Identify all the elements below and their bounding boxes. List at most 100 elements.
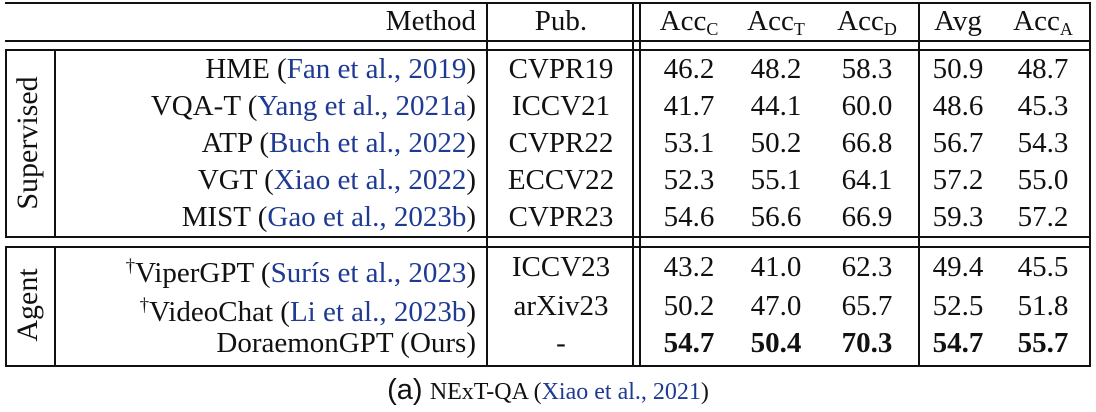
group-column-divider — [54, 49, 56, 237]
method-name: VideoChat — [149, 296, 274, 328]
header-avg: Avg — [934, 5, 982, 37]
cite-open: ( — [256, 164, 274, 196]
acc-a-cell: 57.2 — [1017, 201, 1069, 233]
avg-cell: 49.4 — [932, 251, 984, 283]
cite-close: ) — [466, 257, 476, 289]
acc-d-cell: 66.9 — [841, 201, 893, 233]
acc-a-cell: 54.3 — [1017, 127, 1069, 159]
method-cell: DoraemonGPT (Ours) — [216, 325, 476, 361]
method-name: VQA-T — [150, 90, 241, 122]
cite-close: ) — [466, 90, 476, 122]
cite-open: ( — [273, 296, 290, 328]
pub-cell: ICCV23 — [511, 251, 611, 283]
method-citation[interactable]: Fan et al., 2019 — [286, 53, 467, 85]
avg-cell: 52.5 — [932, 290, 984, 322]
agent-top-rule — [5, 246, 1091, 248]
caption-label: (a) — [387, 374, 423, 406]
cite-open: ( — [250, 201, 268, 233]
bottom-rule — [5, 365, 1091, 367]
acc-t-cell: 41.0 — [750, 251, 802, 283]
group-label-supervised: Supervised — [11, 76, 44, 210]
pub-double-divider — [632, 2, 634, 367]
acc-d-cell: 70.3 — [841, 327, 893, 359]
acc-c-cell: 54.6 — [663, 201, 715, 233]
cite-open: ( — [253, 257, 271, 289]
acc-d-cell: 60.0 — [841, 90, 893, 122]
left-border — [5, 49, 7, 237]
acc-a-cell: 45.5 — [1017, 251, 1069, 283]
pub-cell: - — [556, 327, 566, 359]
acc-c-cell: 43.2 — [663, 251, 715, 283]
avg-cell: 48.6 — [932, 90, 984, 122]
left-border — [5, 246, 7, 367]
caption-dataset: NExT-QA (Xiao et al., 2021) — [429, 379, 709, 405]
method-cell: †VideoChat (Li et al., 2023b) — [140, 288, 476, 330]
acc-d-cell: 65.7 — [841, 290, 893, 322]
method-citation[interactable]: Li et al., 2023b — [289, 296, 467, 328]
acc-t-cell: 50.2 — [750, 127, 802, 159]
pub-cell: CVPR23 — [508, 201, 614, 233]
method-name: MIST — [181, 201, 251, 233]
method-name: VGT — [197, 164, 257, 196]
acc-a-cell: 55.7 — [1017, 327, 1069, 359]
right-border — [1089, 2, 1091, 367]
acc-c-cell: 41.7 — [663, 90, 715, 122]
method-citation[interactable]: Xiao et al., 2022 — [273, 164, 467, 196]
table-caption: (a) NExT-QA (Xiao et al., 2021) — [0, 372, 1096, 410]
avg-cell: 50.9 — [932, 53, 984, 85]
method-cell: HME (Fan et al., 2019) — [205, 51, 476, 87]
acc-a-cell: 55.0 — [1017, 164, 1069, 196]
pub-cell: arXiv23 — [513, 290, 609, 322]
acc-avg-divider — [918, 2, 920, 367]
method-cell: VGT (Xiao et al., 2022) — [198, 162, 476, 198]
cite-open: ( — [240, 90, 258, 122]
cite-close: ) — [466, 164, 476, 196]
caption-citation[interactable]: Xiao et al., 2021 — [541, 379, 701, 405]
cite-close: ) — [466, 296, 476, 328]
cite-close: ) — [466, 53, 476, 85]
header-method: Method — [385, 5, 476, 37]
acc-t-cell: 56.6 — [750, 201, 802, 233]
method-name: ATP — [201, 127, 253, 159]
cite-open: ( — [252, 127, 269, 159]
method-name: HME — [205, 53, 270, 85]
method-citation[interactable]: Surís et al., 2023 — [270, 257, 467, 289]
acc-d-cell: 64.1 — [841, 164, 893, 196]
top-rule — [5, 2, 1091, 4]
acc-c-cell: 52.3 — [663, 164, 715, 196]
method-cell: MIST (Gao et al., 2023b) — [182, 199, 476, 235]
header-acc-c: AccC — [659, 5, 719, 39]
method-citation[interactable]: Yang et al., 2021a — [257, 90, 467, 122]
acc-d-cell: 66.8 — [841, 127, 893, 159]
avg-cell: 56.7 — [932, 127, 984, 159]
supervised-top-rule — [5, 49, 1091, 51]
method-citation[interactable]: Gao et al., 2023b — [267, 201, 467, 233]
dagger-mark: † — [139, 295, 150, 316]
acc-t-cell: 50.4 — [750, 327, 802, 359]
header-acc-a: AccA — [1013, 5, 1073, 39]
cite-open: ( — [269, 53, 287, 85]
acc-t-cell: 48.2 — [750, 53, 802, 85]
cite-close: ) — [466, 127, 476, 159]
supervised-bottom-rule — [5, 236, 1091, 238]
acc-t-cell: 55.1 — [750, 164, 802, 196]
acc-c-cell: 54.7 — [663, 327, 715, 359]
acc-d-cell: 58.3 — [841, 53, 893, 85]
method-cell: VQA-T (Yang et al., 2021a) — [151, 88, 476, 124]
header-acc-d: AccD — [837, 5, 897, 39]
pub-cell: CVPR22 — [508, 127, 614, 159]
acc-a-cell: 45.3 — [1017, 90, 1069, 122]
method-citation[interactable]: Buch et al., 2022 — [269, 127, 467, 159]
pub-cell: ICCV21 — [511, 90, 611, 122]
method-cell: †ViperGPT (Surís et al., 2023) — [126, 249, 476, 291]
header-acc-t: AccT — [747, 5, 805, 39]
dagger-mark: † — [125, 256, 136, 277]
acc-a-cell: 48.7 — [1017, 53, 1069, 85]
cite-close: ) — [466, 201, 476, 233]
pub-cell: ECCV22 — [507, 164, 615, 196]
acc-c-cell: 46.2 — [663, 53, 715, 85]
method-name: ViperGPT — [135, 257, 254, 289]
acc-a-cell: 51.8 — [1017, 290, 1069, 322]
acc-d-cell: 62.3 — [841, 251, 893, 283]
method-name: DoraemonGPT (Ours) — [216, 327, 476, 359]
